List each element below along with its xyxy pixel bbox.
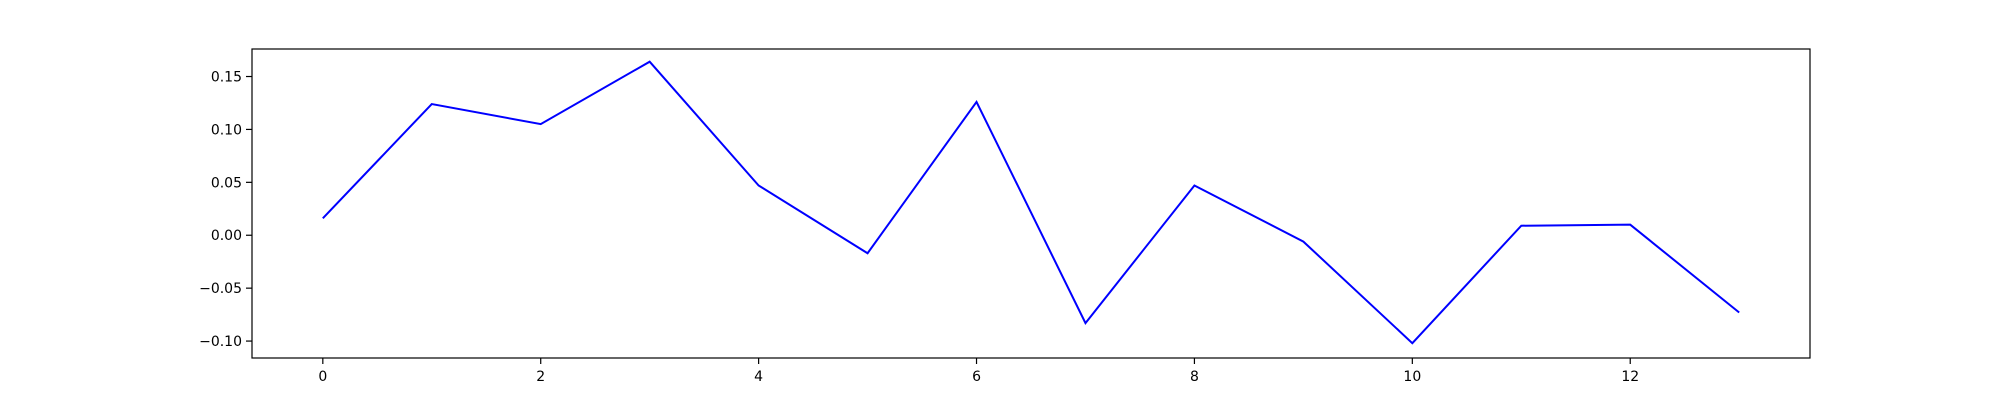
x-tick-label: 0 <box>318 369 327 385</box>
y-tick-label: 0.15 <box>211 70 242 86</box>
x-tick-label: 4 <box>754 369 763 385</box>
y-tick-label: −0.05 <box>199 281 242 297</box>
series-line <box>322 60 1740 345</box>
x-tick-label: 12 <box>1621 369 1639 385</box>
x-tick-label: 10 <box>1403 369 1421 385</box>
y-tick-label: 0.05 <box>211 175 242 191</box>
ticks-layer: 0 2 4 6 8 10 12 −0.10 −0.05 0.00 0.05 0.10 0.15 <box>199 70 1639 385</box>
axes-frame <box>251 48 1811 359</box>
x-tick-label: 2 <box>536 369 545 385</box>
series-layer <box>322 60 1740 345</box>
x-tick-label: 8 <box>1190 369 1199 385</box>
y-tick-label: 0.10 <box>211 122 242 138</box>
y-tick-label: 0.00 <box>211 228 242 244</box>
y-tick-label: −0.10 <box>199 334 242 350</box>
x-tick-label: 6 <box>972 369 981 385</box>
